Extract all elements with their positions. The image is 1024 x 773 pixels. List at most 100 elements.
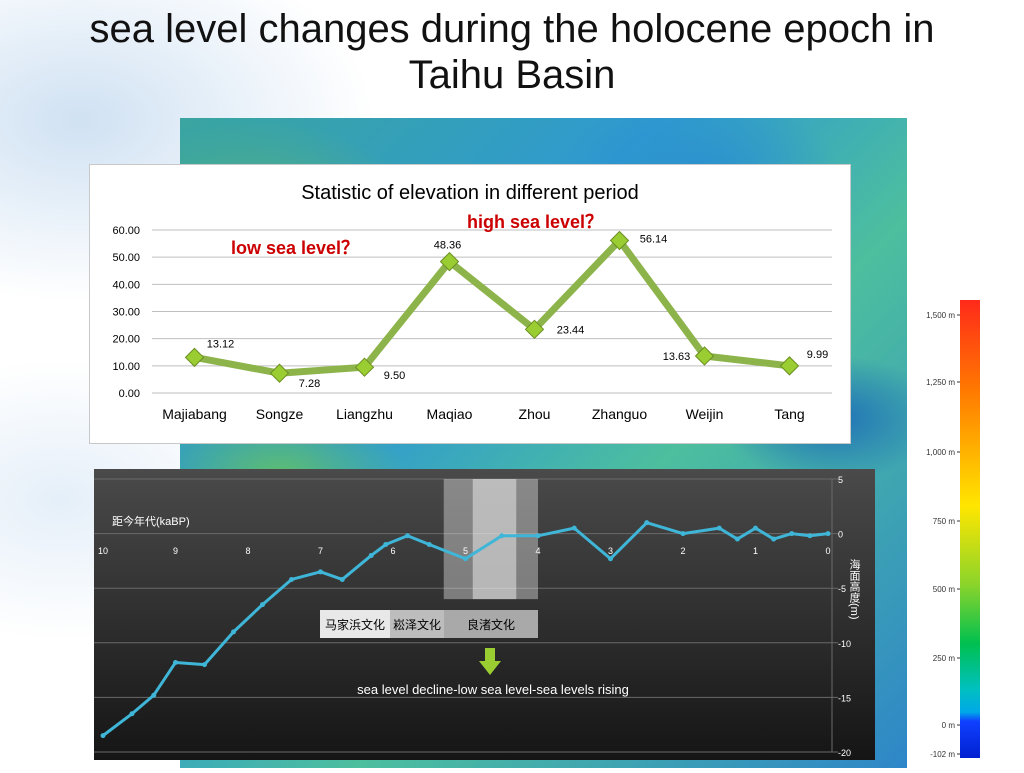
x-tick-label: Tang <box>774 406 804 422</box>
curve-x-tick-label: 0 <box>825 546 830 556</box>
sea-level-curve-svg: 10 9 8 7 6 5 4 3 2 1 0 50-5-10-15-20 距今年代(kaBP) 海面… <box>94 469 875 760</box>
y-tick-label: 40.00 <box>112 279 140 291</box>
y-tick-label: 20.00 <box>112 334 140 346</box>
curve-point <box>129 711 135 717</box>
down-arrow-icon <box>479 648 501 675</box>
curve-y-axis-label: 海面高度(m) <box>848 558 861 620</box>
data-label: 9.50 <box>384 370 405 382</box>
elevation-legend-label: 250 m <box>933 654 956 663</box>
data-label: 9.99 <box>807 349 828 361</box>
y-tick-label: 30.00 <box>112 307 140 319</box>
curve-point <box>231 629 236 635</box>
curve-point <box>499 533 505 539</box>
data-point-marker <box>184 347 205 368</box>
curve-point <box>339 576 345 582</box>
curve-point <box>426 542 432 548</box>
data-point-marker <box>779 356 800 376</box>
curve-y-tick-label: -20 <box>838 748 851 758</box>
curve-x-tick-label: 3 <box>608 546 613 556</box>
annotation-high-sea-level: high sea level？ <box>467 212 603 232</box>
curve-x-tick-label: 4 <box>535 546 540 556</box>
elevation-chart: Statistic of elevation in different peri… <box>89 164 851 444</box>
curve-point <box>753 525 758 531</box>
curve-point <box>680 531 686 537</box>
elevation-chart-svg: Statistic of elevation in different peri… <box>112 182 832 422</box>
culture-label-liangzhu: 良渚文化 <box>467 617 515 632</box>
data-label: 13.63 <box>663 351 691 363</box>
curve-point <box>151 692 157 698</box>
sea-level-curve <box>102 521 829 737</box>
curve-point <box>644 520 650 526</box>
y-tick-label: 10.00 <box>112 361 140 373</box>
curve-x-tick-label: 8 <box>245 546 250 556</box>
elevation-legend-label: 1,000 m <box>926 448 955 457</box>
elevation-legend-label: 1,250 m <box>926 378 955 387</box>
elevation-legend-label: 0 m <box>942 721 956 730</box>
curve-point <box>383 542 389 548</box>
curve-x-tick-label: 1 <box>753 546 758 556</box>
curve-point <box>289 576 294 582</box>
chart-title: Statistic of elevation in different peri… <box>301 182 639 204</box>
x-tick-label: Zhou <box>519 406 551 422</box>
annotation-low-sea-level: low sea level？ <box>231 238 359 258</box>
elevation-legend-svg: 1,500 m 1,250 m 1,000 m 750 m 500 m 250 m 0 m -… <box>926 300 980 759</box>
y-tick-label: 50.00 <box>112 252 140 264</box>
sea-level-curve-panel: 10 9 8 7 6 5 4 3 2 1 0 5 0 -5 -10 -15 -20 距今年代(kaBP) 海面… <box>94 469 875 760</box>
data-label: 7.28 <box>299 378 320 390</box>
slide-title-line2: Taihu Basin <box>408 53 616 97</box>
curve-caption: sea level decline-low sea level-sea leve… <box>357 682 629 697</box>
curve-y-tick-label: 5 <box>838 475 843 485</box>
curve-point <box>608 556 613 562</box>
elevation-legend-label: 1,500 m <box>926 311 955 320</box>
y-tick-label: 60.00 <box>112 225 140 237</box>
curve-point <box>260 602 265 608</box>
curve-x-tick-label: 2 <box>680 546 685 556</box>
curve-point <box>405 533 410 539</box>
curve-y-tick-label: -15 <box>838 693 851 703</box>
elevation-legend-label: -102 m <box>930 750 955 759</box>
x-tick-label: Majiabang <box>162 406 227 422</box>
elevation-legend: 1,500 m 1,250 m 1,000 m 750 m 500 m 250 m 0 m -… <box>907 290 1024 768</box>
curve-x-tick-label: 5 <box>463 546 468 556</box>
x-tick-label: Weijin <box>686 406 724 422</box>
culture-label-majiabang: 马家浜文化 <box>325 617 385 632</box>
data-point-marker <box>609 230 630 251</box>
series-line <box>193 236 790 377</box>
curve-point <box>202 662 207 668</box>
curve-point <box>100 733 106 739</box>
curve-point <box>368 552 374 558</box>
elevation-legend-label: 750 m <box>933 517 956 526</box>
elevation-color-bar <box>960 300 980 758</box>
x-tick-label: Songze <box>256 406 304 422</box>
data-label: 23.44 <box>557 324 585 336</box>
data-label: 13.12 <box>207 338 235 350</box>
x-tick-label: Maqiao <box>427 406 473 422</box>
slide-title: sea level changes during the holocene ep… <box>0 6 1024 98</box>
x-tick-label: Liangzhu <box>336 406 393 422</box>
data-point-marker <box>439 251 460 272</box>
culture-label-songze-box <box>390 610 444 638</box>
curve-point <box>807 533 813 539</box>
culture-label-majiabang-box <box>320 610 390 638</box>
curve-point <box>318 569 323 575</box>
curve-point <box>825 531 831 537</box>
curve-point <box>716 525 722 531</box>
curve-x-tick-label: 7 <box>318 546 323 556</box>
curve-y-tick-label: -10 <box>838 639 851 649</box>
curve-point <box>734 536 740 542</box>
slide-title-line1: sea level changes during the holocene ep… <box>89 7 935 51</box>
curve-point <box>571 525 577 531</box>
curve-x-tick-label: 6 <box>390 546 395 556</box>
data-point-marker <box>269 363 290 383</box>
curve-y-tick-label: 0 <box>838 530 843 540</box>
x-tick-label: Zhanguo <box>592 406 647 422</box>
curve-x-axis-label: 距今年代(kaBP) <box>112 514 190 528</box>
curve-point <box>463 556 468 562</box>
data-label: 48.36 <box>434 240 462 252</box>
data-point-marker <box>354 357 375 377</box>
curve-point <box>771 536 777 542</box>
y-tick-label: 0.00 <box>119 388 140 400</box>
data-point-marker <box>694 346 715 366</box>
curve-point <box>535 533 541 539</box>
culture-label-liangzhu-box <box>444 610 538 638</box>
